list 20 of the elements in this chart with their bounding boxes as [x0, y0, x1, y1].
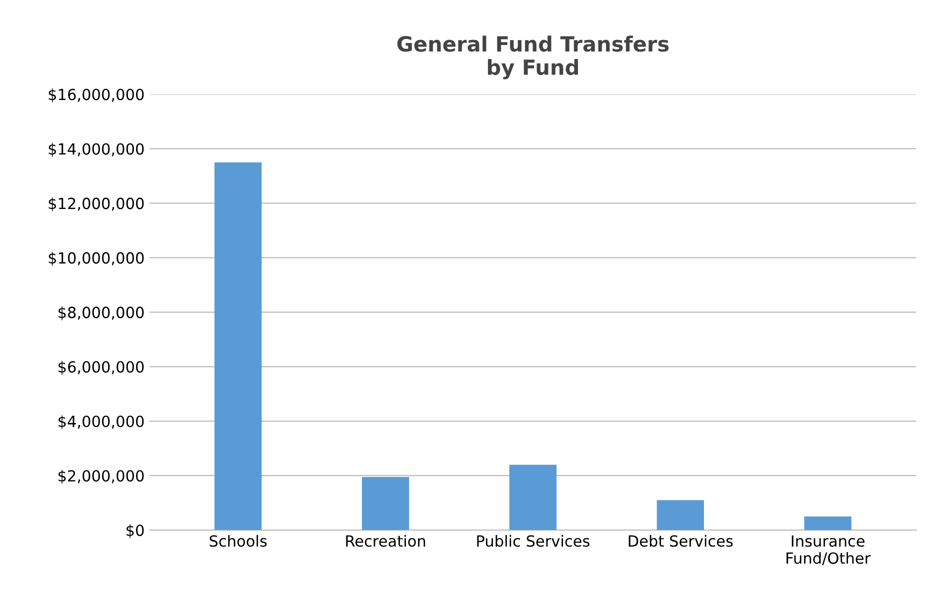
y-tick-label: $0 [126, 524, 144, 538]
y-tick-label: $8,000,000 [58, 306, 144, 320]
bar [804, 516, 852, 530]
x-tick-label: Insurance Fund/Other [786, 535, 871, 566]
y-tick-label: $6,000,000 [58, 360, 144, 375]
bar [509, 464, 557, 530]
chart-title: General Fund Transfers by Fund [397, 36, 669, 80]
y-tick-label: $14,000,000 [48, 142, 144, 157]
bar [362, 476, 410, 530]
y-tick-label: $12,000,000 [48, 197, 144, 212]
bar [656, 500, 704, 530]
y-tick-label: $16,000,000 [48, 88, 144, 102]
y-tick-label: $4,000,000 [58, 415, 144, 430]
y-tick-label: $10,000,000 [48, 252, 144, 266]
x-tick-label: Recreation [346, 534, 426, 547]
y-tick-label: $2,000,000 [58, 470, 144, 484]
x-tick-label: Schools [210, 534, 267, 547]
x-tick-label: Public Services [477, 534, 590, 547]
x-tick-label: Debt Services [628, 534, 733, 547]
bar [214, 162, 262, 530]
